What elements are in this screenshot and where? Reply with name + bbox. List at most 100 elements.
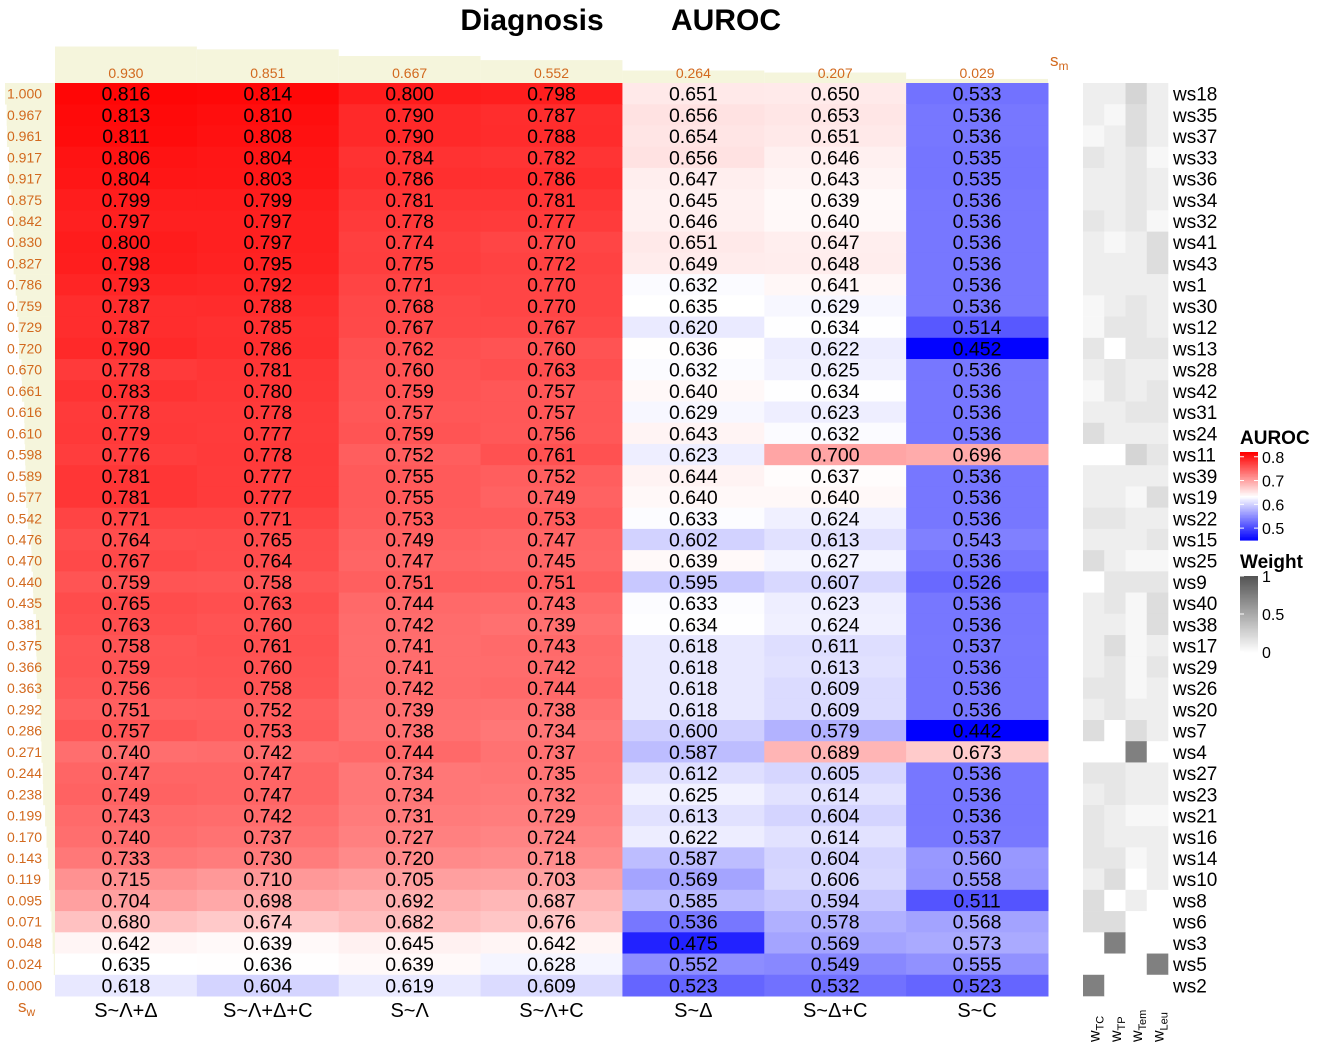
cell-value: 0.533 — [953, 84, 1002, 106]
sw-value-label: 0.095 — [7, 892, 42, 908]
cell-value: 0.536 — [953, 551, 1002, 573]
weight-cell — [1104, 104, 1126, 126]
cell-value: 0.785 — [243, 317, 292, 339]
cell-value: 0.756 — [527, 423, 576, 445]
legend-weight-gradient-step — [1240, 601, 1258, 604]
cell-value: 0.757 — [527, 402, 576, 424]
cell-value: 0.673 — [953, 742, 1002, 764]
heatmap-cell — [55, 741, 198, 763]
cell-value: 0.733 — [102, 848, 151, 870]
weight-cell — [1146, 804, 1169, 827]
heatmap-cell — [622, 719, 765, 742]
weight-cell — [1104, 422, 1126, 445]
cell-value: 0.781 — [527, 190, 576, 212]
sw-bar — [18, 316, 55, 339]
cell-value: 0.613 — [811, 657, 860, 679]
heatmap-cell — [480, 210, 623, 233]
cell-value: 0.732 — [527, 784, 576, 806]
cell-value: 0.741 — [385, 657, 434, 679]
weight-cell — [1083, 146, 1105, 169]
weight-cell — [1125, 422, 1148, 445]
cell-value: 0.640 — [811, 487, 860, 509]
sw-bar — [35, 613, 55, 636]
legend-weight-gradient-step — [1240, 586, 1258, 588]
cell-value: 0.760 — [243, 614, 292, 636]
cell-value: 0.537 — [953, 827, 1002, 849]
cell-value: 0.759 — [385, 423, 434, 445]
legend-auroc-gradient-step — [1240, 457, 1258, 460]
cell-value: 0.765 — [243, 530, 292, 552]
cell-value: 0.741 — [385, 636, 434, 658]
legend-auroc-gradient-step — [1240, 493, 1258, 496]
heatmap-cell — [55, 486, 198, 509]
weight-cell — [1125, 146, 1148, 169]
sw-value-label: 0.967 — [7, 107, 42, 123]
cell-value: 0.640 — [669, 487, 718, 509]
cell-value: 0.742 — [243, 742, 292, 764]
heatmap-cell — [338, 677, 482, 700]
cell-value: 0.611 — [812, 636, 859, 658]
sm-axis-sub: m — [1059, 59, 1069, 73]
heatmap-cell — [55, 443, 198, 466]
cell-value: 0.536 — [953, 211, 1002, 233]
weight-cell — [1083, 911, 1105, 933]
weight-cell — [1146, 83, 1169, 105]
heatmap-cell — [480, 231, 623, 254]
heatmap-cell — [764, 974, 907, 997]
legend-weight-gradient-step — [1240, 622, 1258, 625]
sw-value-label: 0.616 — [7, 404, 42, 420]
heatmap-cell — [480, 167, 623, 190]
cell-value: 0.656 — [669, 105, 718, 127]
heatmap-cell — [906, 167, 1049, 190]
weight-cell — [1104, 252, 1126, 275]
heatmap-cell — [906, 422, 1049, 445]
heatmap-cell — [622, 826, 765, 848]
row-label: ws19 — [1172, 488, 1217, 509]
heatmap-cell — [338, 826, 482, 848]
cell-value: 0.605 — [811, 763, 860, 785]
cell-value: 0.793 — [102, 275, 151, 297]
heatmap-cell — [338, 337, 482, 360]
cell-value: 0.749 — [527, 487, 576, 509]
heatmap-cell — [55, 252, 198, 275]
legend-auroc-gradient-step — [1240, 538, 1258, 541]
heatmap-cell — [480, 613, 623, 636]
weight-column-sub: Tem — [1137, 1010, 1149, 1031]
sw-value-label: 0.375 — [7, 638, 42, 654]
cell-value: 0.613 — [811, 530, 860, 552]
heatmap-cell — [338, 719, 482, 742]
weight-cell — [1146, 719, 1169, 742]
heatmap-cell — [480, 974, 623, 997]
weight-cell — [1083, 932, 1105, 954]
weight-cell — [1146, 486, 1169, 508]
sw-value-label: 0.143 — [7, 850, 42, 866]
cell-value: 0.689 — [811, 742, 860, 764]
sw-value-label: 0.875 — [7, 192, 42, 208]
legend-auroc-gradient-step — [1240, 474, 1258, 477]
cell-value: 0.765 — [102, 593, 151, 615]
weight-cell — [1125, 889, 1148, 912]
legend-weight-gradient-step — [1240, 610, 1258, 613]
weight-cell — [1146, 911, 1169, 933]
legend-weight-gradient-step — [1240, 576, 1258, 578]
cell-value: 0.730 — [243, 848, 292, 870]
legend-weight-gradient-step — [1240, 591, 1258, 594]
cell-value: 0.744 — [385, 593, 434, 615]
heatmap-cell — [55, 231, 198, 254]
legend-auroc-gradient-step — [1240, 456, 1258, 459]
heatmap-cell — [906, 189, 1049, 211]
heatmap-cell — [196, 443, 340, 466]
heatmap-cell — [622, 804, 765, 827]
heatmap-cell — [480, 889, 623, 912]
weight-cell — [1125, 719, 1148, 742]
cell-value: 0.637 — [811, 466, 860, 488]
weight-cell — [1125, 401, 1148, 424]
sm-marginal-bars — [55, 46, 1048, 83]
heatmap-cell — [764, 443, 907, 466]
cell-value: 0.536 — [953, 275, 1002, 297]
heatmap-cell — [55, 635, 198, 657]
heatmap-cell — [338, 231, 482, 254]
cell-value: 0.704 — [102, 890, 151, 912]
weight-cell — [1146, 847, 1169, 869]
legend-weight-gradient-step — [1240, 602, 1258, 605]
